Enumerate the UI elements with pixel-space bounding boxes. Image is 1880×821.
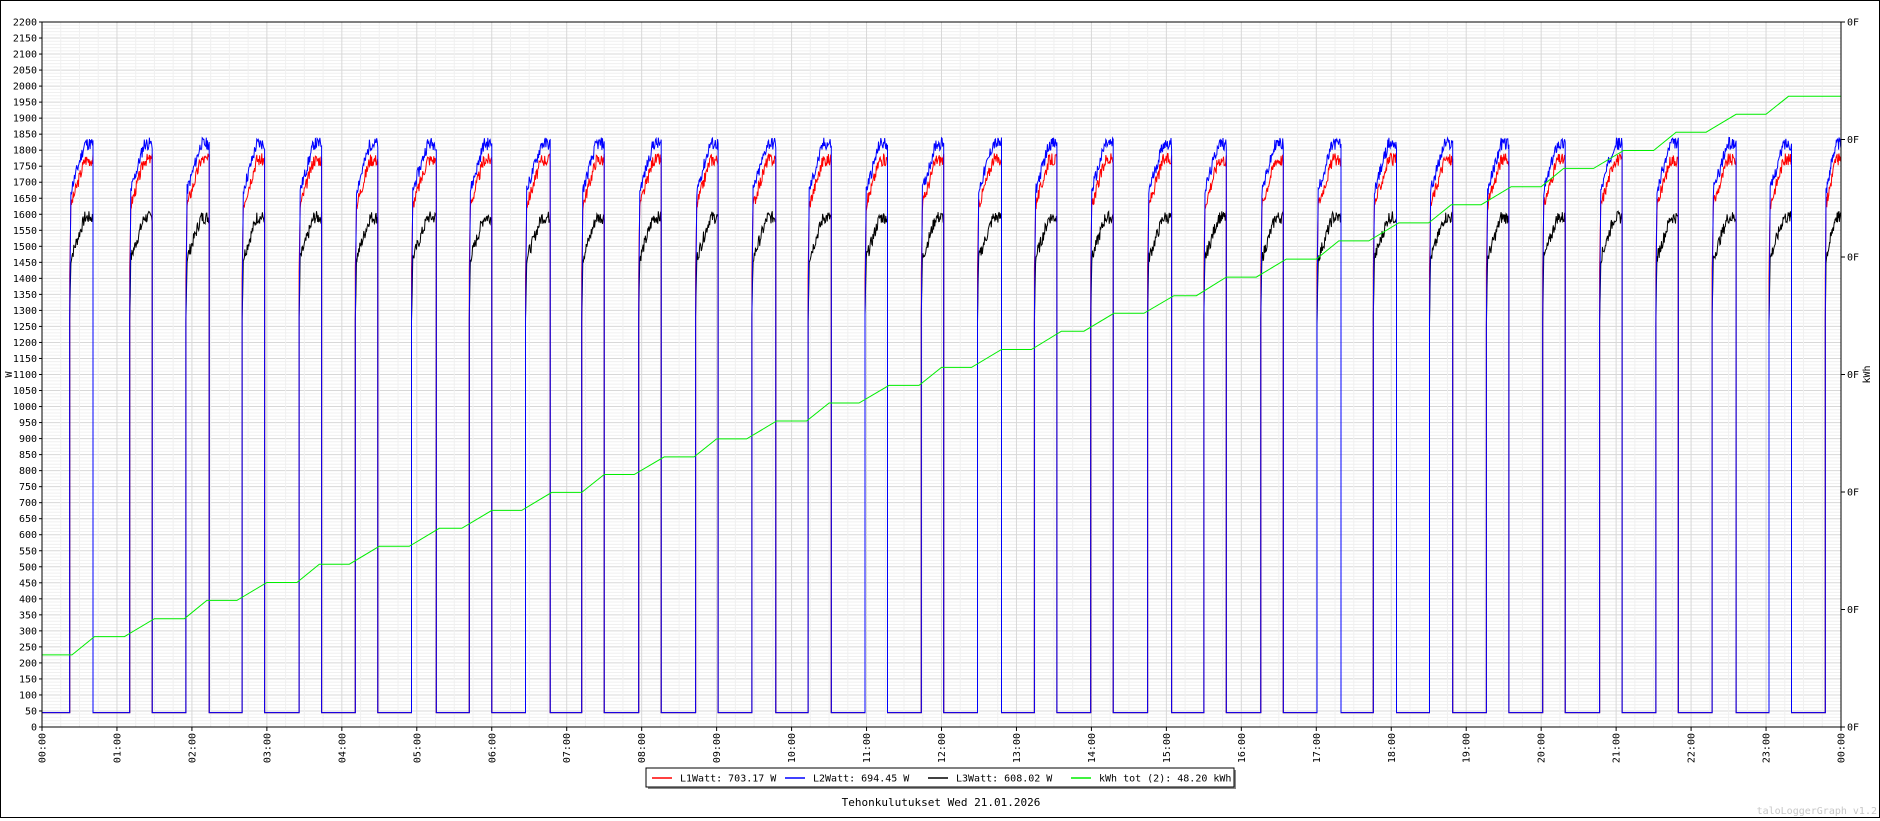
- y-tick-label: 1900: [13, 114, 37, 125]
- y-tick-label: 1050: [13, 386, 37, 397]
- series-group: [42, 95, 1842, 714]
- y2-axis-ticks: 0F 0F 0F 0F 0F 0F 0F: [1841, 18, 1859, 734]
- y2-tick-label: 0F: [1847, 18, 1859, 29]
- x-tick-label: 00:00: [1837, 733, 1848, 763]
- y-axis-label-left: W: [4, 371, 15, 378]
- x-tick-label: 19:00: [1462, 733, 1473, 763]
- x-tick-label: 14:00: [1087, 733, 1098, 763]
- y-tick-label: 600: [19, 530, 37, 541]
- y-tick-label: 1250: [13, 322, 37, 333]
- x-tick-label: 02:00: [187, 733, 198, 763]
- y-tick-label: 250: [19, 642, 37, 653]
- y-tick-label: 1700: [13, 178, 37, 189]
- y-axis-label-right: kWh: [1862, 365, 1873, 383]
- y-tick-label: 450: [19, 578, 37, 589]
- x-tick-label: 21:00: [1612, 733, 1623, 763]
- x-tick-label: 01:00: [112, 733, 123, 763]
- y-tick-label: 550: [19, 546, 37, 557]
- y-tick-label: 2200: [13, 18, 37, 29]
- x-tick-label: 08:00: [637, 733, 648, 763]
- y-tick-label: 1750: [13, 162, 37, 173]
- y-tick-label: 1100: [13, 370, 37, 381]
- legend: L1Watt: 703.17 W L2Watt: 694.45 W L3Watt: …: [645, 767, 1236, 789]
- y-tick-label: 1000: [13, 402, 37, 413]
- y-tick-label: 100: [19, 690, 37, 701]
- x-axis-ticks: 00:00 01:00 02:00 03:00 04:00 05:00 06:00 07:00…: [38, 727, 1848, 763]
- y2-tick-label: 0F: [1847, 253, 1859, 264]
- y-tick-label: 350: [19, 610, 37, 621]
- y-tick-label: 2050: [13, 66, 37, 77]
- watermark: taloLoggerGraph v1.2: [1757, 806, 1877, 817]
- series-kwh-line: [42, 95, 1841, 656]
- legend-label: L1Watt: 703.17 W: [680, 774, 777, 785]
- y-tick-label: 0: [31, 723, 37, 734]
- x-tick-label: 17:00: [1312, 733, 1323, 763]
- legend-label: kWh tot (2): 48.20 kWh: [1099, 774, 1231, 785]
- x-tick-label: 00:00: [38, 733, 49, 763]
- y-tick-label: 800: [19, 466, 37, 477]
- y-tick-label: 400: [19, 594, 37, 605]
- y-tick-label: 1350: [13, 290, 37, 301]
- x-tick-label: 12:00: [937, 733, 948, 763]
- y2-tick-label: 0F: [1847, 135, 1859, 146]
- y2-tick-label: 0F: [1847, 488, 1859, 499]
- y-tick-label: 750: [19, 482, 37, 493]
- y-tick-label: 1400: [13, 274, 37, 285]
- x-tick-label: 09:00: [712, 733, 723, 763]
- y-tick-label: 650: [19, 514, 37, 525]
- legend-label: L2Watt: 694.45 W: [813, 774, 910, 785]
- series-l2-line: [42, 136, 1842, 714]
- x-tick-label: 03:00: [262, 733, 273, 763]
- y-tick-label: 1550: [13, 226, 37, 237]
- x-tick-label: 18:00: [1387, 733, 1398, 763]
- y-tick-label: 1800: [13, 146, 37, 157]
- legend-label: L3Watt: 608.02 W: [956, 774, 1053, 785]
- y-tick-label: 1500: [13, 242, 37, 253]
- y-tick-label: 1200: [13, 338, 37, 349]
- y-tick-label: 700: [19, 498, 37, 509]
- x-tick-label: 15:00: [1162, 733, 1173, 763]
- y-tick-label: 1950: [13, 98, 37, 109]
- y-tick-label: 1850: [13, 130, 37, 141]
- grid-lines: [41, 21, 1842, 728]
- y-tick-label: 1300: [13, 306, 37, 317]
- chart-title: Tehonkulutukset Wed 21.01.2026: [842, 796, 1041, 809]
- y-tick-label: 2000: [13, 82, 37, 93]
- x-tick-label: 13:00: [1012, 733, 1023, 763]
- y-tick-label: 1650: [13, 194, 37, 205]
- y-tick-label: 500: [19, 562, 37, 573]
- y-tick-label: 850: [19, 450, 37, 461]
- y-tick-label: 50: [25, 706, 37, 717]
- y2-tick-label: 0F: [1847, 370, 1859, 381]
- x-tick-label: 06:00: [487, 733, 498, 763]
- y-tick-label: 2150: [13, 34, 37, 45]
- x-tick-label: 07:00: [562, 733, 573, 763]
- y-axis-ticks: 0 50 100 150 200 250 300 350 400 450 500 550 600 650 7…: [13, 18, 42, 734]
- x-tick-label: 04:00: [337, 733, 348, 763]
- y-tick-label: 950: [19, 418, 37, 429]
- y-tick-label: 150: [19, 674, 37, 685]
- x-tick-label: 22:00: [1687, 733, 1698, 763]
- x-tick-label: 16:00: [1237, 733, 1248, 763]
- y-tick-label: 1600: [13, 210, 37, 221]
- y-tick-label: 200: [19, 658, 37, 669]
- x-tick-label: 10:00: [787, 733, 798, 763]
- x-tick-label: 05:00: [412, 733, 423, 763]
- y-tick-label: 1150: [13, 354, 37, 365]
- y-tick-label: 300: [19, 626, 37, 637]
- plot-frame: [41, 21, 1842, 728]
- y-tick-label: 900: [19, 434, 37, 445]
- y-tick-label: 1450: [13, 258, 37, 269]
- y2-tick-label: 0F: [1847, 605, 1859, 616]
- y2-tick-label: 0F: [1847, 723, 1859, 734]
- y-tick-label: 2100: [13, 50, 37, 61]
- x-tick-label: 20:00: [1537, 733, 1548, 763]
- x-tick-label: 11:00: [862, 733, 873, 763]
- x-tick-label: 23:00: [1762, 733, 1773, 763]
